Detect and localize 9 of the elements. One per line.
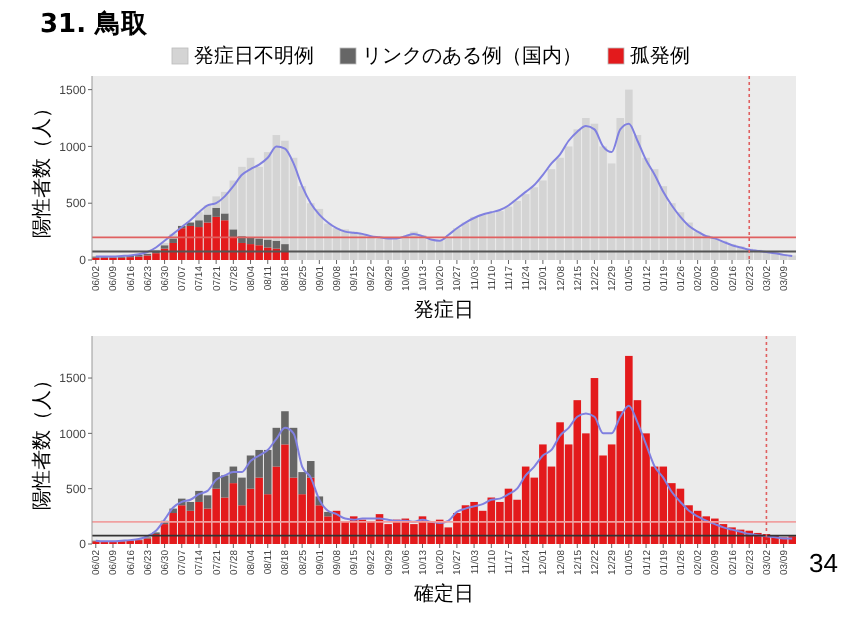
x-axis-title: 確定日 xyxy=(412,582,474,606)
legend-label: 孤発例 xyxy=(630,44,690,68)
y-axis-title: 陽性者数（人） xyxy=(30,370,54,510)
legend-label: 発症日不明例 xyxy=(194,44,314,68)
y-axis-title: 陽性者数（人） xyxy=(30,98,54,238)
x-axis-title: 発症日 xyxy=(414,298,474,322)
chart-title: 31. 鳥取 xyxy=(40,8,150,40)
text: 34 xyxy=(809,548,838,578)
legend-label: リンクのある例（国内） xyxy=(362,44,582,68)
